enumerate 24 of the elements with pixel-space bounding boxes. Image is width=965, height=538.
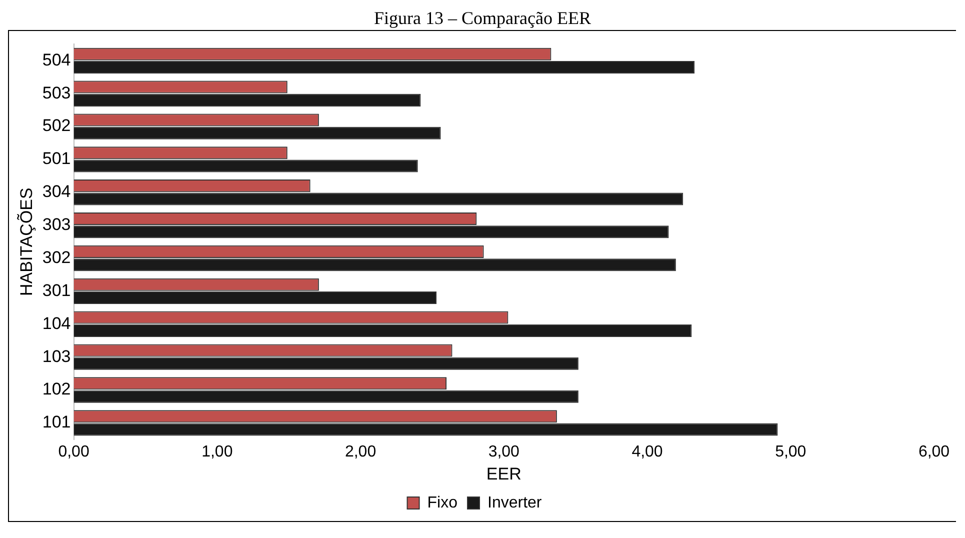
y-tick-label: 103 — [42, 346, 71, 366]
y-tick-label: 104 — [42, 314, 71, 333]
x-tick-label: 6,00 — [918, 443, 950, 460]
x-tick-label: 2,00 — [344, 443, 376, 460]
y-tick-label: 303 — [42, 215, 71, 234]
y-tick-label: 501 — [42, 149, 71, 168]
x-tick-label: 0,00 — [58, 443, 90, 460]
legend-label: Inverter — [487, 494, 542, 512]
y-axis-title: HABITAÇÕES — [16, 188, 36, 296]
x-tick-label: 4,00 — [632, 443, 663, 460]
legend-label: Fixo — [427, 494, 458, 512]
y-tick-label: 301 — [42, 280, 71, 300]
x-tick-label: 3,00 — [488, 443, 520, 460]
x-tick-label: 5,00 — [775, 443, 806, 460]
chart-title: Figura 13 – Comparação EER — [373, 8, 592, 30]
y-tick-label: 302 — [42, 248, 71, 267]
y-tick-label: 101 — [42, 412, 71, 432]
y-tick-label: 304 — [42, 182, 71, 202]
y-tick-label: 102 — [42, 380, 71, 399]
x-tick-label: 1,00 — [202, 443, 233, 460]
y-tick-label: 502 — [42, 116, 71, 136]
y-tick-label: 504 — [42, 50, 71, 70]
x-axis-title: EER — [486, 464, 522, 484]
y-tick-label: 503 — [42, 83, 71, 102]
